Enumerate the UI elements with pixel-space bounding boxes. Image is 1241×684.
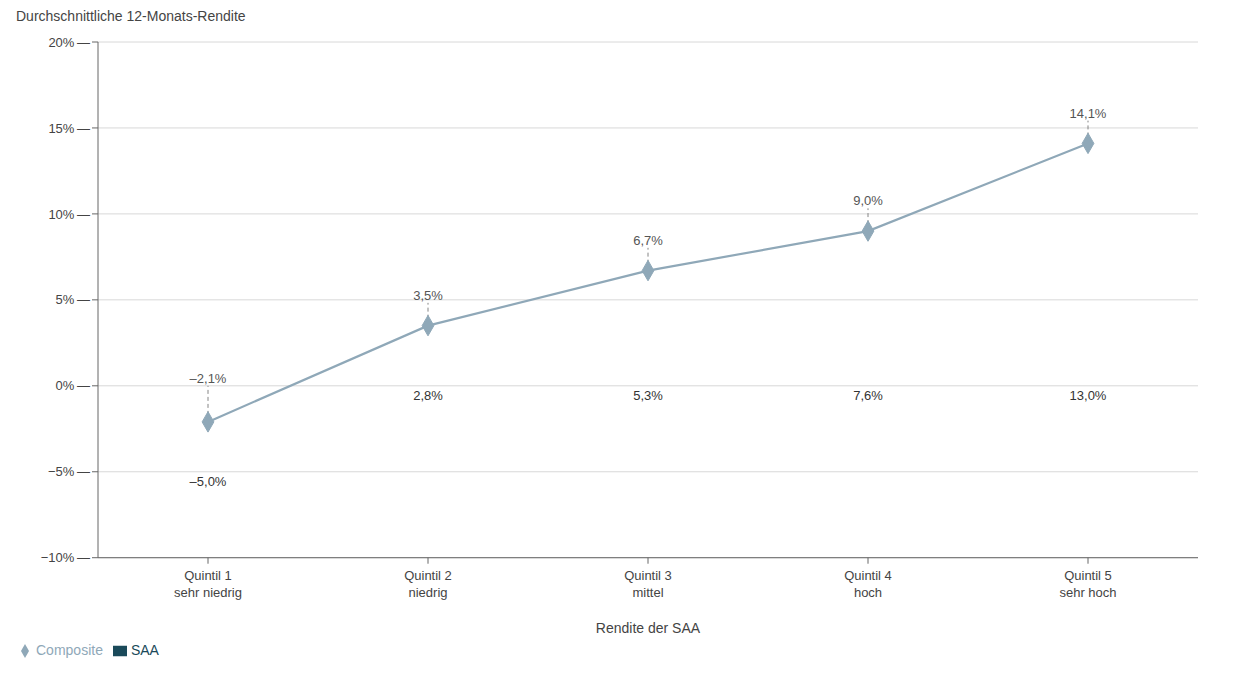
html-text:Composite: Composite (36, 641, 103, 658)
svg-text:6,7%: 6,7% (633, 233, 663, 248)
svg-text:Quintil 5sehr hoch: Quintil 5sehr hoch (1059, 568, 1116, 600)
svg-text:14,1%: 14,1% (1070, 106, 1107, 121)
svg-text:9,0%: 9,0% (853, 193, 883, 208)
html-text:SAA: SAA (130, 641, 159, 658)
html-text:Durchschnittliche 12-Monats-Re: Durchschnittliche 12-Monats-Rendite (16, 8, 246, 24)
svg-text:−10% —: −10% — (41, 550, 90, 565)
svg-text:13,0%: 13,0% (1070, 388, 1107, 403)
svg-text:10% —: 10% — (48, 207, 90, 222)
svg-text:Quintil 2niedrig: Quintil 2niedrig (404, 568, 452, 600)
svg-text:–5,0%: –5,0% (190, 474, 227, 489)
svg-text:Quintil 1sehr niedrig: Quintil 1sehr niedrig (174, 568, 242, 600)
svg-text:–2,1%: –2,1% (190, 371, 227, 386)
svg-text:20% —: 20% — (48, 35, 90, 50)
svg-text:5,3%: 5,3% (633, 388, 663, 403)
svg-text:Quintil 4hoch: Quintil 4hoch (844, 568, 892, 600)
svg-text:7,6%: 7,6% (853, 388, 883, 403)
svg-text:3,5%: 3,5% (413, 288, 443, 303)
svg-text:2,8%: 2,8% (413, 388, 443, 403)
svg-text:Rendite der SAA: Rendite der SAA (596, 620, 701, 636)
svg-text:−5% —: −5% — (48, 464, 90, 479)
svg-text:Quintil 3mittel: Quintil 3mittel (624, 568, 672, 600)
svg-text:15% —: 15% — (48, 121, 90, 136)
svg-text:0% —: 0% — (56, 378, 90, 393)
svg-text:5% —: 5% — (56, 292, 90, 307)
